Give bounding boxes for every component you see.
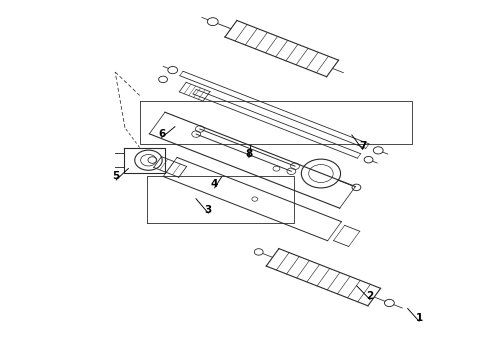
Text: 4: 4 [211, 179, 219, 189]
Text: 3: 3 [205, 204, 212, 215]
Text: 8: 8 [245, 149, 252, 159]
Text: 6: 6 [158, 129, 165, 139]
Text: 2: 2 [367, 291, 373, 301]
Text: 1: 1 [416, 312, 422, 323]
Text: 5: 5 [113, 171, 120, 181]
Text: 7: 7 [359, 141, 367, 151]
